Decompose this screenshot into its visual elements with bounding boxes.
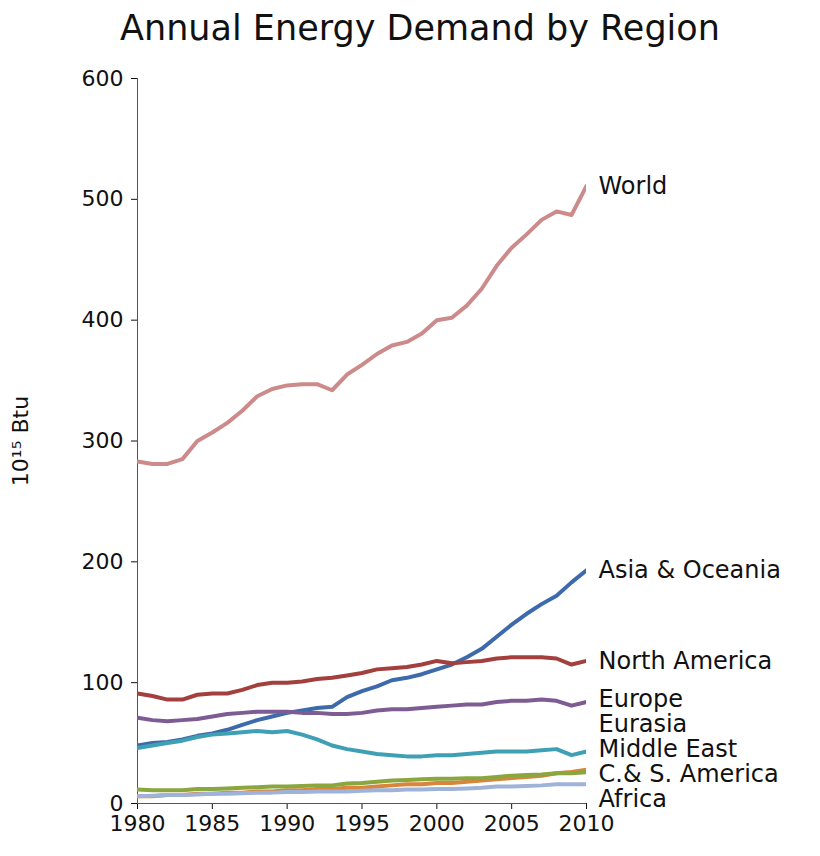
svg-text:1985: 1985 (184, 811, 240, 836)
svg-text:1990: 1990 (259, 811, 315, 836)
svg-text:Eurasia: Eurasia (599, 710, 688, 738)
svg-text:200: 200 (82, 549, 124, 574)
svg-text:0: 0 (109, 790, 124, 816)
svg-text:Middle East: Middle East (599, 735, 738, 763)
svg-text:World: World (599, 172, 668, 200)
html-text:Annual Energy Demand by Region: Annual Energy Demand by Region (120, 8, 720, 48)
svg-text:300: 300 (82, 428, 124, 453)
svg-text:600: 600 (82, 66, 124, 91)
svg-text:1995: 1995 (334, 811, 390, 836)
svg-text:Europe: Europe (599, 685, 683, 713)
svg-text:400: 400 (82, 307, 124, 332)
svg-text:10¹⁵ Btu: 10¹⁵ Btu (8, 396, 33, 486)
svg-text:100: 100 (82, 670, 124, 695)
svg-text:2010: 2010 (559, 811, 615, 836)
svg-text:500: 500 (82, 186, 124, 211)
svg-text:1980: 1980 (110, 811, 166, 836)
svg-text:North America: North America (599, 647, 773, 675)
svg-text:Asia & Oceania: Asia & Oceania (599, 556, 781, 584)
svg-text:2000: 2000 (409, 811, 465, 836)
svg-text:C.& S. America: C.& S. America (599, 760, 779, 788)
svg-text:Africa: Africa (599, 785, 667, 813)
svg-text:2005: 2005 (484, 811, 540, 836)
